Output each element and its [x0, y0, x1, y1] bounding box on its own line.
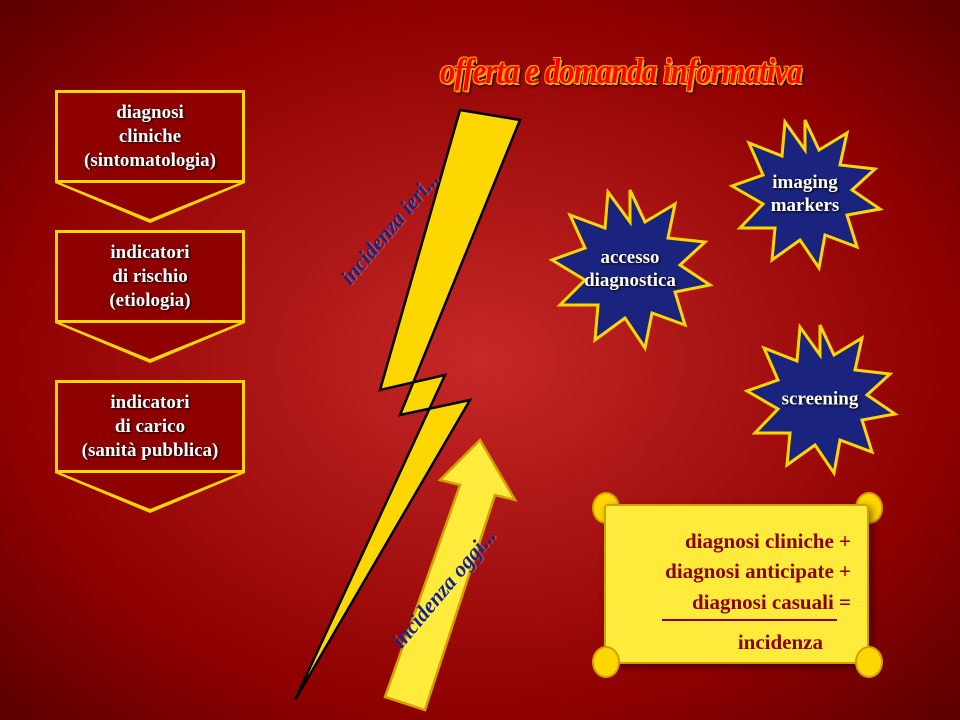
box-line: diagnosi: [62, 101, 238, 125]
box-line: di carico: [62, 415, 238, 439]
star-line: accesso: [584, 247, 676, 270]
star-imaging-markers: imaging markers: [725, 115, 885, 275]
scroll-result-box: diagnosi cliniche + diagnosi anticipate …: [590, 490, 885, 680]
star-line: markers: [771, 195, 840, 218]
box-line: indicatori: [62, 241, 238, 265]
box-indicatori-rischio: indicatori di rischio (etiologia): [55, 230, 245, 363]
star-accesso-diagnostica: accesso diagnostica: [545, 185, 715, 355]
box-line: di rischio: [62, 265, 238, 289]
star-line: screening: [782, 389, 859, 412]
box-line: (sanità pubblica): [62, 439, 238, 463]
box-diagnosi-cliniche: diagnosi cliniche (sintomatologia): [55, 90, 245, 223]
box-indicatori-carico: indicatori di carico (sanità pubblica): [55, 380, 245, 513]
scroll-line: diagnosi anticipate +: [622, 556, 851, 586]
scroll-line: diagnosi cliniche +: [622, 526, 851, 556]
box-line: cliniche: [62, 125, 238, 149]
box-line: (sintomatologia): [62, 149, 238, 173]
box-line: indicatori: [62, 391, 238, 415]
box-line: (etiologia): [62, 289, 238, 313]
star-screening: screening: [740, 320, 900, 480]
scroll-result: incidenza: [622, 627, 851, 657]
star-line: diagnostica: [584, 270, 676, 293]
scroll-line: diagnosi casuali =: [622, 587, 851, 617]
star-line: imaging: [771, 172, 840, 195]
